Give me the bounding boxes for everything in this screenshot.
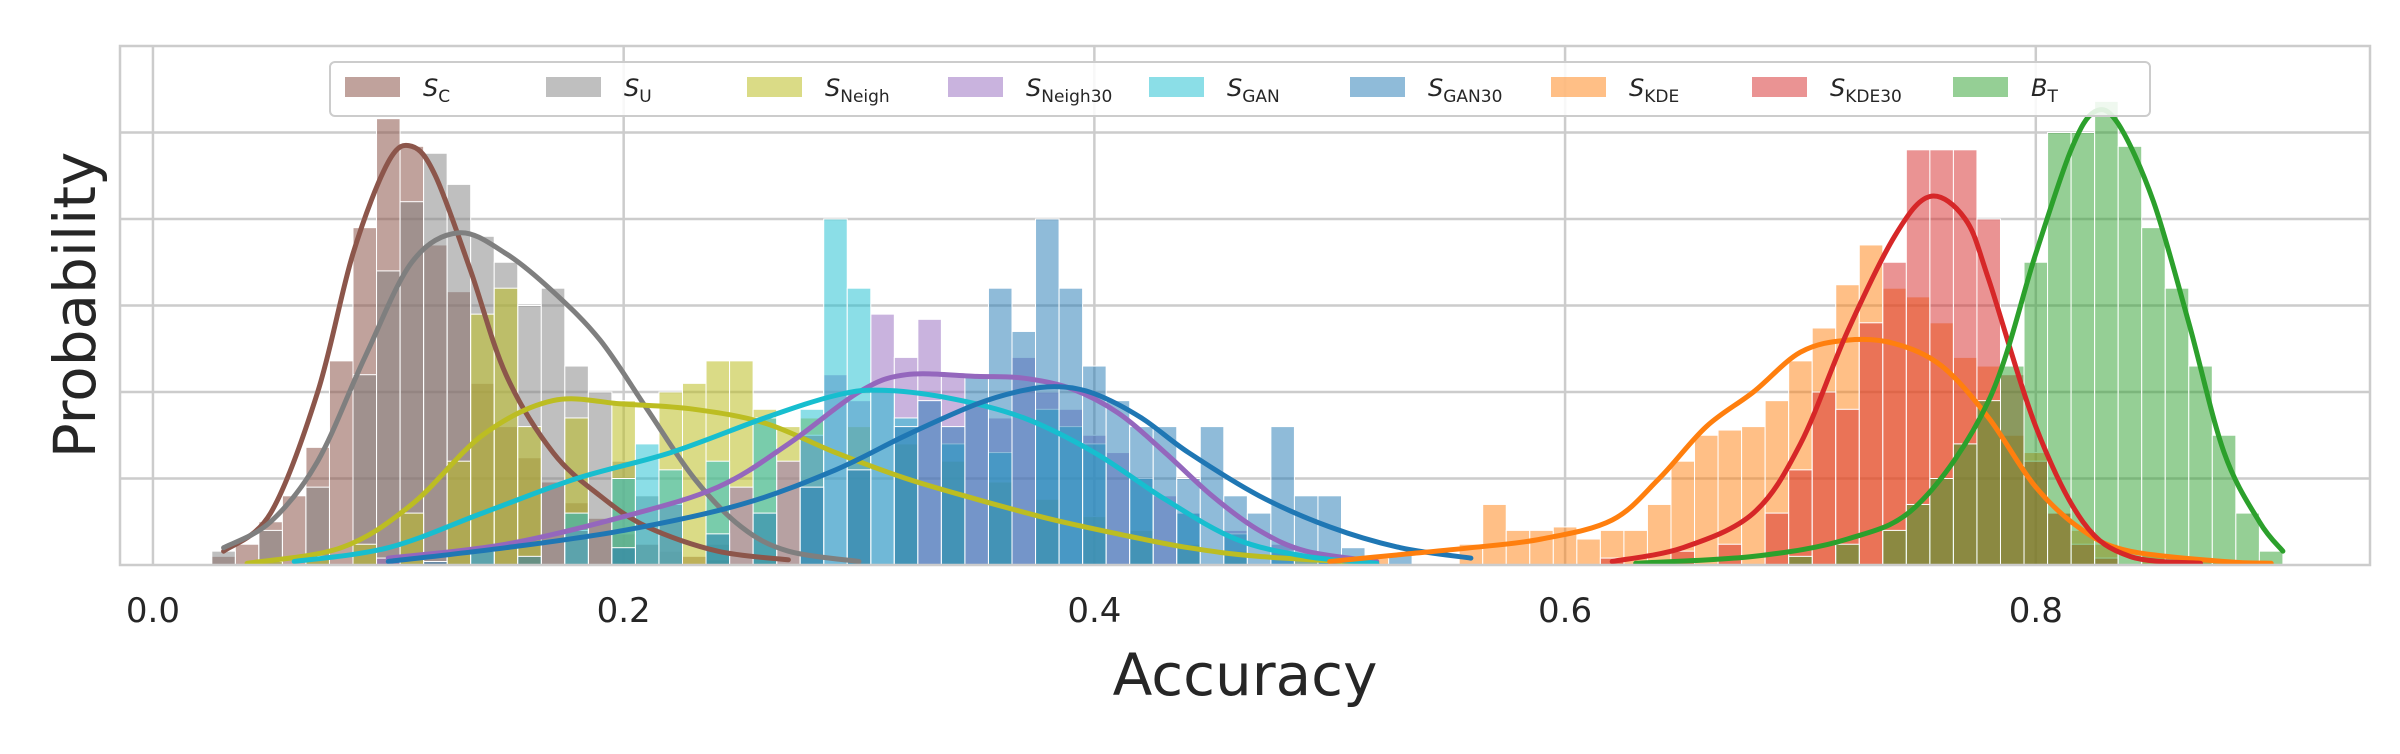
bar-s_gan30-19 — [1176, 478, 1201, 566]
bar-s_kde30-2 — [1717, 543, 1743, 566]
legend-swatch-s_neigh — [747, 77, 802, 97]
bar-s_gan30-17 — [1129, 426, 1154, 566]
legend-label-s_kde30: SKDE30 — [1830, 74, 1902, 107]
bar-s_u-13 — [587, 391, 613, 566]
kde-line-s_kde30 — [1609, 193, 2203, 566]
legend-frame — [329, 61, 2151, 117]
bar-s_kde30-3 — [1764, 512, 1790, 566]
bar-s_kde-3 — [1505, 529, 1531, 566]
bar-b_t-8 — [2023, 261, 2049, 566]
bar-s_u-6 — [423, 152, 448, 566]
legend-swatch-s_c — [345, 77, 400, 97]
legend-label-s_gan: SGAN — [1227, 74, 1280, 107]
bar-s_kde30-5 — [1811, 391, 1837, 566]
legend: SC SU SNeigh SNeigh30 SGAN SGAN30 SKDE SKDE30 BT — [329, 61, 2151, 117]
legend-item-s_neigh: SNeigh — [747, 74, 890, 107]
bar-s_gan30-12 — [1011, 330, 1037, 566]
bar-s_gan30-1 — [517, 555, 542, 566]
legend-swatch-s_kde — [1551, 77, 1606, 97]
legend-label-s_gan30: SGAN30 — [1428, 74, 1502, 107]
bar-s_kde-11 — [1694, 434, 1719, 566]
x-tick-label-4: 0.8 — [2009, 591, 2063, 631]
legend-swatch-s_gan — [1149, 77, 1204, 97]
legend-swatch-s_kde30 — [1752, 77, 1807, 97]
x-tick-label-2: 0.4 — [1067, 591, 1121, 631]
bar-s_gan30-6 — [846, 469, 872, 566]
bar-s_kde-13 — [1741, 426, 1766, 566]
legend-swatch-s_u — [546, 77, 601, 97]
legend-item-s_gan: SGAN — [1149, 74, 1280, 107]
bar-b_t-17 — [2235, 512, 2260, 566]
x-tick-labels: 0.0 0.2 0.4 0.6 0.8 — [126, 591, 2063, 631]
bar-b_t-1 — [1835, 543, 1860, 566]
bar-s_gan30-13 — [1035, 218, 1060, 566]
legend-label-s_c: SC — [423, 74, 450, 107]
kde-line-s_gan — [291, 387, 1380, 566]
kde-line-s_kde — [1327, 336, 2274, 566]
bar-b_t-11 — [2094, 100, 2119, 566]
bar-b_t-0 — [1788, 555, 1813, 566]
x-axis-label: Accuracy — [1113, 641, 1378, 709]
bar-s_u-11 — [540, 287, 566, 566]
kde-line-s_u — [221, 230, 862, 564]
legend-item-s_gan30: SGAN30 — [1350, 74, 1502, 107]
bar-b_t-10 — [2070, 132, 2096, 566]
bar-s_gan30-2 — [611, 547, 636, 566]
bar-b_t-13 — [2141, 227, 2166, 566]
bar-b_t-12 — [2117, 145, 2143, 566]
legend-item-s_kde: SKDE — [1551, 74, 1679, 107]
legend-label-b_t: BT — [2031, 74, 2058, 107]
legend-item-s_c: SC — [345, 74, 450, 107]
bar-b_t-14 — [2164, 287, 2190, 566]
y-axis-label: Probability — [41, 152, 109, 459]
bar-s_gan30-11 — [987, 287, 1013, 566]
bar-s_gan30-7 — [893, 426, 919, 566]
bar-b_t-2 — [1882, 529, 1907, 566]
kde-curves — [221, 107, 2286, 566]
x-tick-label-0: 0.0 — [126, 591, 180, 631]
bar-s_gan30-16 — [1105, 400, 1131, 566]
bar-s_kde-2 — [1482, 503, 1507, 566]
legend-label-s_u: SU — [624, 74, 652, 107]
x-tick-label-3: 0.6 — [1538, 591, 1592, 631]
legend-swatch-b_t — [1953, 77, 2008, 97]
bar-s_kde-6 — [1576, 538, 1601, 566]
legend-swatch-s_neigh30 — [948, 77, 1003, 97]
legend-label-s_kde: SKDE — [1629, 74, 1679, 107]
bar-b_t-5 — [1952, 443, 1978, 566]
kde-line-s_neigh30 — [385, 371, 1380, 564]
legend-item-s_u: SU — [546, 74, 652, 107]
legend-label-s_neigh30: SNeigh30 — [1026, 74, 1112, 107]
kde-line-s_gan30 — [385, 384, 1474, 564]
legend-label-s_neigh: SNeigh — [825, 74, 890, 107]
legend-swatch-s_gan30 — [1350, 77, 1405, 97]
legend-item-s_neigh30: SNeigh30 — [948, 74, 1112, 107]
x-tick-label-1: 0.2 — [597, 591, 651, 631]
kde-line-s_c — [221, 142, 791, 563]
kde-line-b_t — [1633, 107, 2286, 566]
plot-frame — [118, 44, 2372, 567]
bar-s_gan-10 — [870, 391, 895, 566]
legend-item-b_t: BT — [1953, 74, 2058, 107]
legend-item-s_kde30: SKDE30 — [1752, 74, 1902, 107]
